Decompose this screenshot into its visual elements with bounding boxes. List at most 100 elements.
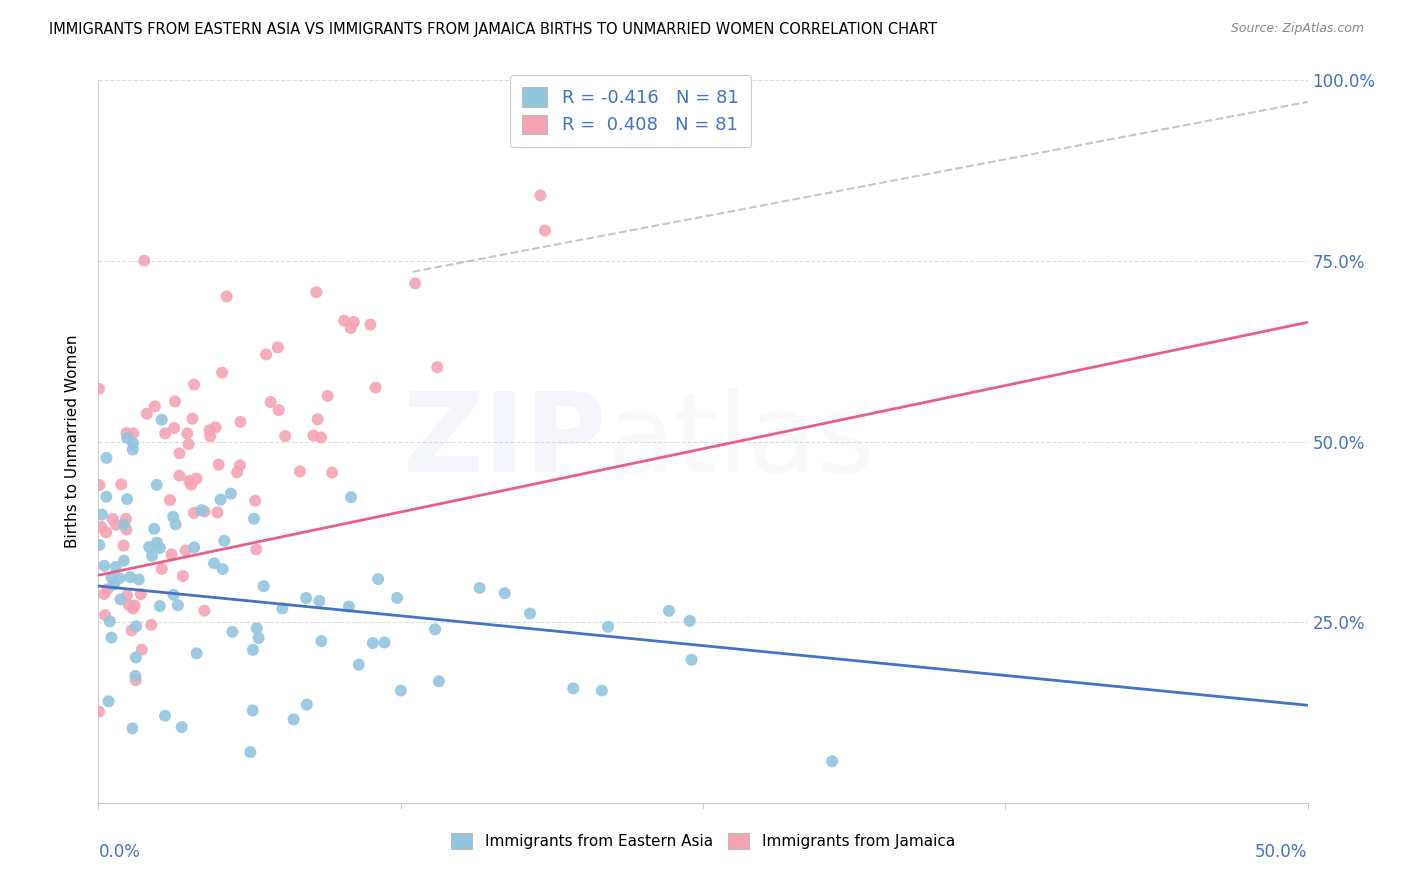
Point bbox=[423, 623, 446, 637]
Point bbox=[176, 426, 198, 441]
Point bbox=[359, 318, 381, 332]
Point bbox=[87, 705, 110, 719]
Point bbox=[211, 562, 233, 576]
Point bbox=[112, 554, 135, 568]
Point bbox=[155, 426, 177, 441]
Point bbox=[94, 608, 117, 623]
Point bbox=[93, 587, 115, 601]
Point bbox=[121, 624, 143, 638]
Point bbox=[226, 466, 249, 480]
Point bbox=[89, 478, 111, 492]
Point bbox=[124, 669, 146, 683]
Point bbox=[308, 594, 330, 608]
Point bbox=[373, 635, 395, 649]
Point bbox=[198, 429, 221, 443]
Point bbox=[229, 415, 252, 429]
Point bbox=[307, 412, 329, 426]
Point bbox=[295, 591, 318, 605]
Point bbox=[305, 285, 328, 300]
Point bbox=[98, 615, 121, 629]
Point bbox=[181, 411, 204, 425]
Point bbox=[219, 486, 242, 500]
Point bbox=[239, 745, 262, 759]
Point bbox=[367, 572, 389, 586]
Point bbox=[150, 413, 173, 427]
Point bbox=[404, 277, 426, 291]
Point bbox=[681, 653, 703, 667]
Point bbox=[204, 420, 226, 434]
Point bbox=[163, 421, 186, 435]
Point bbox=[229, 458, 252, 473]
Point bbox=[153, 708, 176, 723]
Point bbox=[172, 569, 194, 583]
Point bbox=[165, 517, 187, 532]
Point bbox=[162, 588, 184, 602]
Point bbox=[169, 468, 191, 483]
Point bbox=[221, 624, 243, 639]
Point bbox=[529, 188, 551, 202]
Point bbox=[149, 599, 172, 613]
Point bbox=[295, 698, 318, 712]
Point bbox=[125, 650, 148, 665]
Point bbox=[243, 511, 266, 525]
Point bbox=[247, 631, 270, 645]
Point bbox=[93, 558, 115, 573]
Point bbox=[96, 490, 118, 504]
Point bbox=[122, 436, 145, 450]
Point bbox=[131, 642, 153, 657]
Point bbox=[190, 503, 212, 517]
Point bbox=[245, 542, 267, 557]
Point bbox=[91, 508, 114, 522]
Text: atlas: atlas bbox=[606, 388, 875, 495]
Point bbox=[202, 557, 225, 571]
Point bbox=[193, 504, 215, 518]
Point bbox=[124, 599, 146, 613]
Point bbox=[337, 599, 360, 614]
Point bbox=[162, 509, 184, 524]
Point bbox=[339, 321, 361, 335]
Point bbox=[679, 614, 702, 628]
Point bbox=[122, 426, 145, 441]
Point bbox=[426, 360, 449, 375]
Point bbox=[129, 587, 152, 601]
Text: ZIP: ZIP bbox=[404, 388, 606, 495]
Point bbox=[174, 543, 197, 558]
Point bbox=[596, 620, 619, 634]
Point bbox=[271, 601, 294, 615]
Point bbox=[214, 533, 236, 548]
Point bbox=[89, 538, 111, 552]
Point bbox=[267, 403, 290, 417]
Point bbox=[468, 581, 491, 595]
Text: IMMIGRANTS FROM EASTERN ASIA VS IMMIGRANTS FROM JAMAICA BIRTHS TO UNMARRIED WOME: IMMIGRANTS FROM EASTERN ASIA VS IMMIGRAN… bbox=[49, 22, 938, 37]
Point bbox=[121, 442, 143, 457]
Point bbox=[494, 586, 516, 600]
Point bbox=[207, 505, 229, 519]
Point bbox=[145, 478, 167, 492]
Point bbox=[658, 604, 681, 618]
Point bbox=[143, 400, 166, 414]
Point bbox=[141, 549, 163, 563]
Point bbox=[115, 589, 138, 603]
Point bbox=[103, 577, 125, 591]
Point bbox=[274, 429, 297, 443]
Point bbox=[115, 512, 138, 526]
Point bbox=[97, 694, 120, 708]
Point bbox=[94, 525, 117, 540]
Point bbox=[340, 490, 363, 504]
Point bbox=[121, 722, 143, 736]
Point bbox=[209, 492, 232, 507]
Point bbox=[242, 703, 264, 717]
Point bbox=[333, 313, 356, 327]
Point bbox=[198, 423, 221, 437]
Point bbox=[97, 582, 120, 596]
Point bbox=[159, 493, 181, 508]
Point bbox=[141, 617, 163, 632]
Point bbox=[100, 571, 122, 585]
Point bbox=[534, 223, 557, 237]
Point bbox=[215, 289, 238, 303]
Point bbox=[343, 315, 366, 329]
Point bbox=[211, 366, 233, 380]
Point bbox=[361, 636, 384, 650]
Point bbox=[591, 683, 613, 698]
Point bbox=[186, 472, 208, 486]
